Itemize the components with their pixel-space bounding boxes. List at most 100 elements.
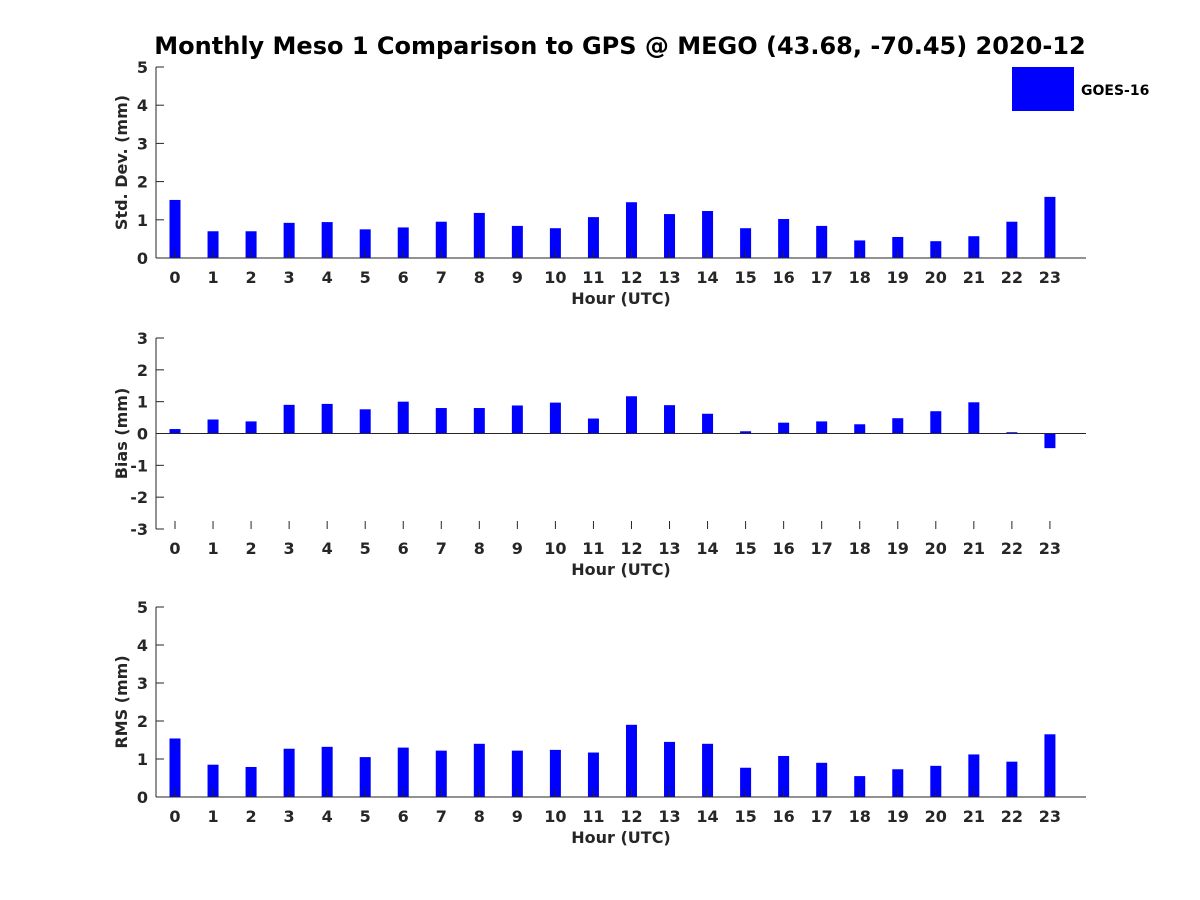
legend-label: GOES-16 <box>1081 83 1149 99</box>
y-tick-label: 4 <box>137 636 148 655</box>
bar-hour-6 <box>397 227 409 258</box>
x-tick-label: 12 <box>620 539 642 558</box>
x-tick-label: 1 <box>207 268 218 287</box>
bar-hour-4 <box>321 746 333 797</box>
bar-hour-17 <box>816 421 828 434</box>
x-tick-label: 6 <box>398 268 409 287</box>
bar-hour-19 <box>892 418 904 434</box>
bar-hour-17 <box>816 762 828 797</box>
bar-hour-15 <box>740 767 752 797</box>
x-tick-label: 11 <box>582 539 604 558</box>
y-axis-label: Std. Dev. (mm) <box>112 95 131 230</box>
y-tick-label: -1 <box>130 456 148 475</box>
x-tick-label: 23 <box>1039 268 1061 287</box>
bar-hour-3 <box>283 404 295 434</box>
bar-hour-7 <box>435 221 447 258</box>
bar-hour-16 <box>778 422 790 434</box>
x-tick-label: 1 <box>207 807 218 826</box>
bar-hour-13 <box>664 741 676 797</box>
bar-hour-1 <box>207 231 219 258</box>
y-tick-label: 1 <box>137 211 148 230</box>
x-tick-label: 14 <box>696 539 718 558</box>
x-tick-label: 3 <box>284 268 295 287</box>
y-tick-label: -2 <box>130 488 148 507</box>
x-tick-label: 21 <box>963 539 985 558</box>
y-tick-label: 3 <box>137 329 148 348</box>
x-tick-label: 5 <box>360 268 371 287</box>
x-tick-label: 9 <box>512 807 523 826</box>
bar-hour-15 <box>740 431 752 434</box>
bar-hour-23 <box>1044 196 1056 258</box>
y-tick-label: 0 <box>137 425 148 444</box>
bar-hour-14 <box>702 211 714 258</box>
bar-hour-9 <box>511 405 523 434</box>
bar-hour-0 <box>169 199 181 258</box>
x-tick-label: 10 <box>544 807 566 826</box>
y-tick-label: 5 <box>137 598 148 617</box>
y-axis-label: Bias (mm) <box>112 388 131 480</box>
x-tick-label: 19 <box>887 807 909 826</box>
x-tick-label: 8 <box>474 268 485 287</box>
bar-hour-1 <box>207 419 219 434</box>
x-tick-label: 23 <box>1039 539 1061 558</box>
x-tick-label: 1 <box>207 539 218 558</box>
bar-hour-21 <box>968 402 980 434</box>
bar-hour-5 <box>359 229 371 258</box>
x-tick-label: 4 <box>322 807 333 826</box>
x-tick-label: 21 <box>963 268 985 287</box>
bar-hour-9 <box>511 225 523 258</box>
x-tick-label: 0 <box>169 807 180 826</box>
bar-hour-10 <box>549 228 561 258</box>
x-tick-label: 18 <box>849 807 871 826</box>
x-tick-label: 17 <box>811 268 833 287</box>
bar-hour-11 <box>587 752 599 797</box>
x-tick-label: 9 <box>512 539 523 558</box>
x-tick-label: 0 <box>169 539 180 558</box>
x-tick-label: 20 <box>925 539 947 558</box>
bar-hour-3 <box>283 222 295 258</box>
x-tick-label: 12 <box>620 268 642 287</box>
bar-hour-6 <box>397 747 409 797</box>
x-tick-label: 6 <box>398 807 409 826</box>
bar-hour-2 <box>245 231 257 258</box>
bar-hour-22 <box>1006 761 1018 797</box>
bar-hour-12 <box>625 202 637 258</box>
bar-hour-20 <box>930 411 942 434</box>
legend: GOES-16 <box>1012 67 1149 111</box>
x-tick-label: 3 <box>284 539 295 558</box>
bar-hour-18 <box>854 776 866 797</box>
x-tick-label: 12 <box>620 807 642 826</box>
x-tick-label: 10 <box>544 268 566 287</box>
bar-hour-20 <box>930 765 942 797</box>
x-tick-label: 13 <box>658 268 680 287</box>
bar-hour-14 <box>702 743 714 797</box>
x-tick-label: 6 <box>398 539 409 558</box>
x-tick-label: 2 <box>246 539 257 558</box>
y-tick-label: 1 <box>137 750 148 769</box>
x-tick-label: 18 <box>849 268 871 287</box>
x-tick-label: 14 <box>696 268 718 287</box>
y-tick-label: 3 <box>137 134 148 153</box>
bar-hour-16 <box>778 219 790 258</box>
y-tick-label: 2 <box>137 712 148 731</box>
bar-hour-19 <box>892 236 904 258</box>
bar-hour-6 <box>397 401 409 434</box>
x-tick-label: 20 <box>925 268 947 287</box>
y-tick-label: 0 <box>137 788 148 807</box>
bar-hour-8 <box>473 408 485 434</box>
x-tick-label: 10 <box>544 539 566 558</box>
x-tick-label: 13 <box>658 539 680 558</box>
bar-hour-4 <box>321 403 333 434</box>
x-tick-label: 7 <box>436 539 447 558</box>
bar-hour-0 <box>169 738 181 797</box>
y-tick-label: 1 <box>137 393 148 412</box>
x-tick-label: 15 <box>734 807 756 826</box>
y-axis-label: RMS (mm) <box>112 655 131 748</box>
bar-hour-18 <box>854 240 866 258</box>
x-tick-label: 8 <box>474 807 485 826</box>
bar-hour-11 <box>587 217 599 258</box>
x-tick-label: 16 <box>773 539 795 558</box>
